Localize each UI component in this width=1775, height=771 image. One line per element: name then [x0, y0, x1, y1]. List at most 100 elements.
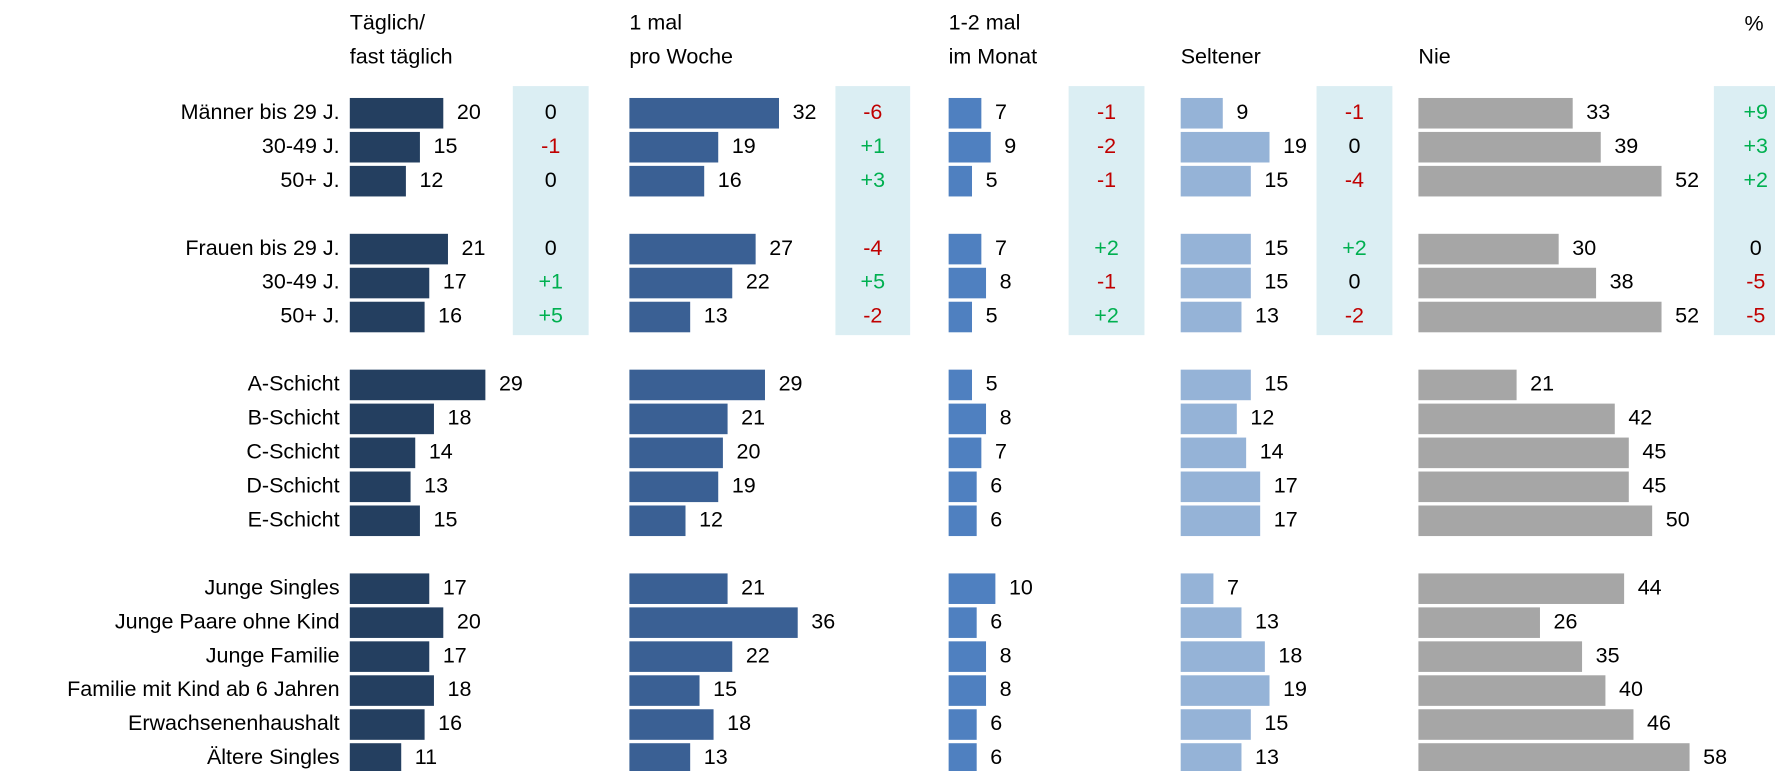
bar [1418, 301, 1662, 333]
value-label: 7 [995, 440, 1007, 464]
change-label: -5 [1746, 304, 1765, 328]
bar [629, 743, 691, 771]
bar [948, 131, 991, 163]
bar [349, 97, 444, 129]
bar [1418, 369, 1517, 401]
category-label: B-Schicht [248, 406, 340, 430]
bar [1418, 607, 1540, 638]
change-label: -2 [1345, 304, 1364, 328]
bar [1418, 709, 1634, 740]
change-label: -6 [863, 100, 882, 124]
bar [629, 301, 691, 333]
value-label: 12 [419, 168, 443, 192]
change-label: 0 [545, 100, 557, 124]
value-label: 19 [732, 473, 756, 497]
value-label: 8 [1000, 643, 1012, 667]
change-label: +1 [861, 134, 886, 158]
value-label: 8 [1000, 406, 1012, 430]
change-label: -1 [1097, 270, 1116, 294]
bar [1180, 607, 1242, 638]
value-label: 26 [1554, 609, 1578, 633]
bar [1418, 131, 1601, 163]
bar [948, 97, 982, 129]
change-label: 0 [545, 236, 557, 260]
bar [349, 675, 434, 706]
value-label: 6 [990, 711, 1002, 735]
change-label: 0 [1750, 236, 1762, 260]
value-label: 18 [1278, 643, 1302, 667]
change-label: -5 [1746, 270, 1765, 294]
series-header: 1-2 mal im Monat [949, 11, 1037, 69]
bar [629, 709, 714, 740]
category-label: Erwachsenenhaushalt [128, 711, 340, 735]
bar [629, 165, 705, 197]
value-label: 15 [713, 677, 737, 701]
value-label: 6 [990, 507, 1002, 531]
value-label: 11 [415, 745, 437, 769]
bar [1418, 471, 1629, 503]
bar [629, 97, 780, 129]
bar [349, 641, 430, 672]
change-label: +2 [1094, 304, 1119, 328]
value-label: 52 [1675, 168, 1699, 192]
bar [349, 369, 486, 401]
value-label: 15 [1264, 372, 1288, 396]
value-label: 15 [1264, 168, 1288, 192]
value-label: 6 [990, 609, 1002, 633]
value-label: 13 [704, 304, 728, 328]
value-label: 29 [499, 372, 523, 396]
value-label: 39 [1614, 134, 1638, 158]
bar [948, 709, 977, 740]
value-label: 5 [986, 372, 998, 396]
value-label: 14 [1260, 440, 1284, 464]
value-label: 12 [699, 507, 723, 531]
bar [1418, 437, 1629, 469]
bar [1180, 165, 1251, 197]
category-label: Junge Paare ohne Kind [115, 609, 340, 633]
value-label: 17 [443, 270, 467, 294]
bar [629, 233, 756, 265]
change-label: +2 [1094, 236, 1119, 260]
bar [629, 471, 719, 503]
bar [948, 267, 987, 299]
value-label: 15 [1264, 711, 1288, 735]
bar [629, 267, 733, 299]
bar [948, 573, 996, 604]
category-label: 50+ J. [280, 304, 339, 328]
bar [948, 165, 973, 197]
category-label: 30-49 J. [262, 270, 340, 294]
value-label: 19 [1283, 134, 1307, 158]
bar [1418, 267, 1597, 299]
bar [948, 641, 987, 672]
bar [1418, 165, 1662, 197]
value-label: 13 [704, 745, 728, 769]
value-label: 36 [811, 609, 835, 633]
category-label: 30-49 J. [262, 134, 340, 158]
value-label: 8 [1000, 677, 1012, 701]
bar [629, 607, 798, 638]
value-label: 17 [1274, 507, 1298, 531]
value-label: 14 [429, 440, 453, 464]
bar [948, 675, 987, 706]
value-label: 58 [1703, 745, 1727, 769]
category-label: Familie mit Kind ab 6 Jahren [67, 677, 339, 701]
value-label: 52 [1675, 304, 1699, 328]
value-label: 18 [727, 711, 751, 735]
bar [948, 233, 982, 265]
value-label: 15 [1264, 270, 1288, 294]
value-label: 22 [746, 643, 770, 667]
change-label: +1 [538, 270, 563, 294]
value-label: 7 [1227, 575, 1239, 599]
bar [1180, 97, 1223, 129]
value-label: 19 [732, 134, 756, 158]
category-label: Junge Singles [205, 575, 340, 599]
value-label: 16 [438, 711, 462, 735]
value-label: 12 [1250, 406, 1274, 430]
change-label: +9 [1743, 100, 1768, 124]
change-label: -4 [1345, 168, 1364, 192]
bar [349, 505, 420, 537]
category-label: D-Schicht [246, 473, 339, 497]
bar [629, 131, 719, 163]
bar [629, 437, 723, 469]
unit-label: % [1745, 12, 1764, 36]
